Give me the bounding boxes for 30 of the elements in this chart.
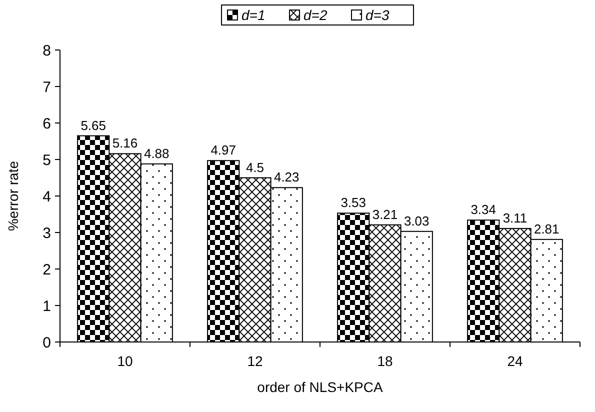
- legend-label: d=1: [242, 7, 266, 23]
- y-tick-label: 1: [42, 298, 51, 315]
- y-tick-label: 3: [42, 224, 51, 242]
- data-label: 3.53: [340, 195, 366, 210]
- data-label: 4.88: [144, 146, 170, 161]
- y-tick-label: 5: [42, 152, 51, 169]
- x-axis-title: order of NLS+KPCA: [257, 379, 384, 395]
- y-tick-label: 7: [42, 78, 51, 96]
- x-tick-label: 10: [117, 353, 133, 369]
- data-label: 5.16: [112, 136, 138, 151]
- data-label: 3.34: [470, 202, 496, 218]
- y-tick-label: 4: [42, 188, 51, 206]
- data-label: 5.65: [80, 118, 106, 133]
- y-tick-label: 2: [42, 261, 51, 278]
- legend-label: d=3: [366, 7, 390, 23]
- x-tick-label: 18: [377, 353, 393, 369]
- y-tick-label: 6: [42, 115, 51, 132]
- data-label: 2.81: [534, 221, 560, 236]
- y-axis-title: %error rate: [5, 160, 21, 232]
- x-tick-label: 24: [507, 353, 523, 369]
- data-label: 4.97: [210, 142, 236, 158]
- y-tick-label: 0: [42, 334, 51, 352]
- data-label: 4.23: [274, 170, 300, 185]
- legend-label: d=2: [304, 7, 328, 23]
- y-tick-label: 8: [42, 42, 51, 60]
- data-label: 3.03: [404, 213, 430, 228]
- data-label: 4.5: [246, 160, 264, 175]
- x-tick-label: 12: [247, 353, 263, 369]
- data-label: 3.11: [502, 210, 528, 226]
- data-label: 3.21: [372, 206, 398, 222]
